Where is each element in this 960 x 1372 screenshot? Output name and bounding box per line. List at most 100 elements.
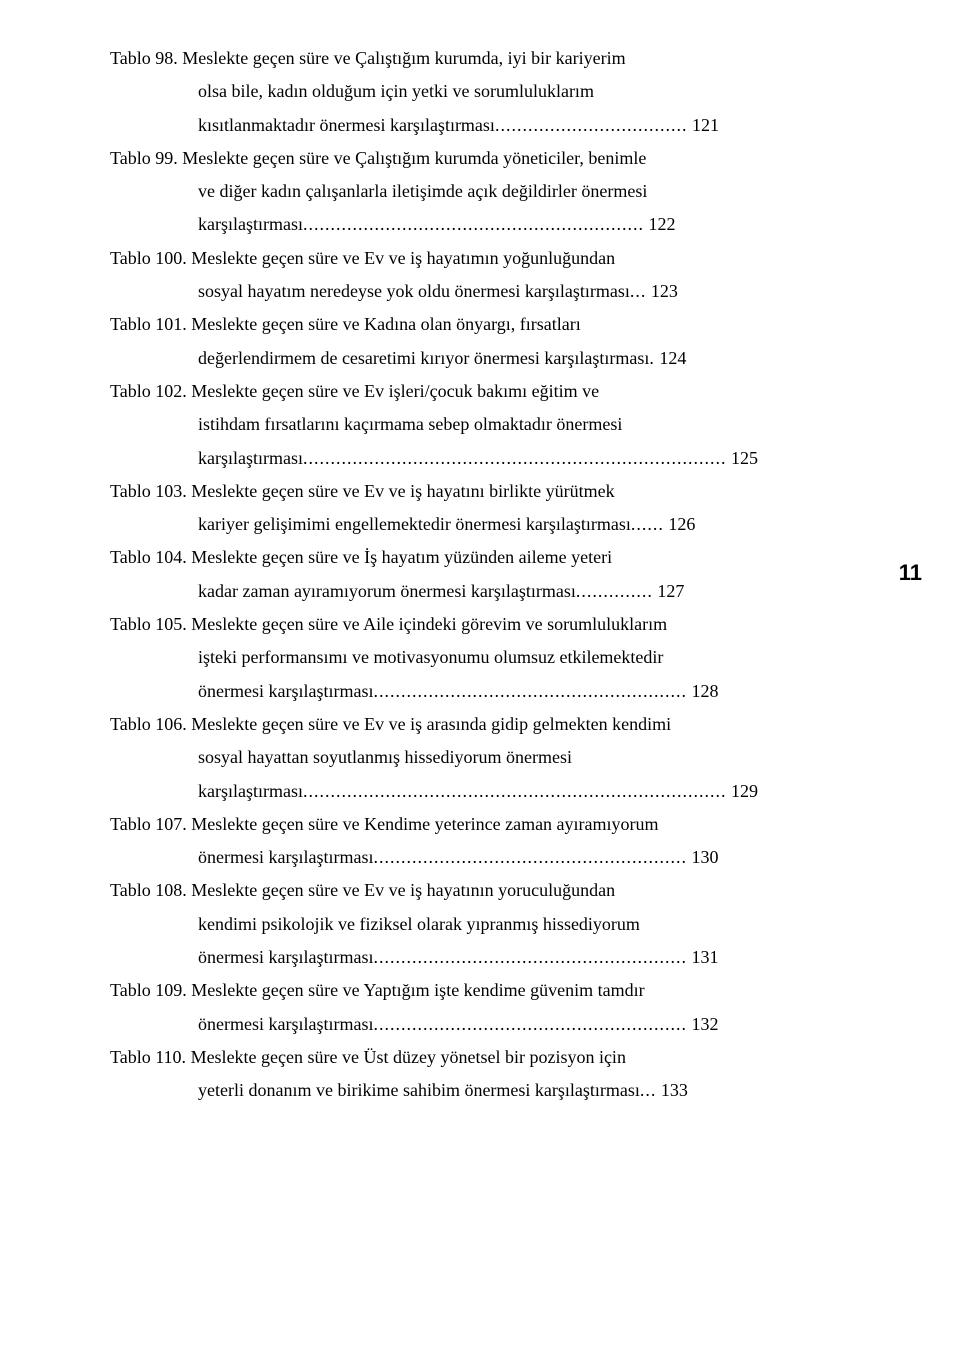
entry-text-part2: kendimi psikolojik ve fiziksel olarak yı… [198, 914, 640, 934]
leader-dots: ........................................… [373, 947, 687, 967]
entry-label: Tablo 102. [110, 381, 187, 401]
entry-text-part2: olsa bile, kadın olduğum için yetki ve s… [198, 81, 594, 101]
entry-text-part3: önermesi karşılaştırması [198, 947, 373, 967]
entry-text-part3: karşılaştırması [198, 781, 303, 801]
entry-text-part3: karşılaştırması [198, 214, 303, 234]
entry-page: 128 [691, 681, 718, 701]
entry-text-part1: Meslekte geçen süre ve Aile içindeki gör… [191, 614, 667, 634]
toc-entry-99-end: karşılaştırması.........................… [110, 208, 860, 241]
entry-page: 129 [731, 781, 758, 801]
toc-entry-109-end: önermesi karşılaştırması................… [110, 1008, 860, 1041]
leader-dots: ........................................… [303, 781, 727, 801]
entry-text-part1: Meslekte geçen süre ve Üst düzey yönetse… [191, 1047, 626, 1067]
leader-dots: ........................................… [303, 448, 727, 468]
toc-entry-99-cont: ve diğer kadın çalışanlarla iletişimde a… [110, 175, 860, 208]
toc-entry-110: Tablo 110. Meslekte geçen süre ve Üst dü… [110, 1041, 860, 1074]
toc-entry-110-end: yeterli donanım ve birikime sahibim öner… [110, 1074, 860, 1107]
entry-text-part1: Meslekte geçen süre ve Ev ve iş hayatımı… [191, 248, 615, 268]
toc-entry-107: Tablo 107. Meslekte geçen süre ve Kendim… [110, 808, 860, 841]
entry-label: Tablo 110. [110, 1047, 186, 1067]
toc-entry-108: Tablo 108. Meslekte geçen süre ve Ev ve … [110, 874, 860, 907]
toc-entry-108-cont: kendimi psikolojik ve fiziksel olarak yı… [110, 908, 860, 941]
entry-page: 121 [692, 115, 719, 135]
entry-label: Tablo 104. [110, 547, 187, 567]
toc-entry-100: Tablo 100. Meslekte geçen süre ve Ev ve … [110, 242, 860, 275]
entry-label: Tablo 107. [110, 814, 187, 834]
entry-text-part2: yeterli donanım ve birikime sahibim öner… [198, 1080, 640, 1100]
page-number: 11 [899, 560, 922, 586]
toc-entry-106-end: karşılaştırması.........................… [110, 775, 860, 808]
entry-text-part1: Meslekte geçen süre ve Çalıştığım kurumd… [182, 48, 625, 68]
toc-entry-101-end: değerlendirmem de cesaretimi kırıyor öne… [110, 342, 860, 375]
entry-label: Tablo 101. [110, 314, 187, 334]
toc-entry-104-end: kadar zaman ayıramıyorum önermesi karşıl… [110, 575, 860, 608]
entry-page: 131 [691, 947, 718, 967]
entry-label: Tablo 105. [110, 614, 187, 634]
toc-entry-102: Tablo 102. Meslekte geçen süre ve Ev işl… [110, 375, 860, 408]
entry-label: Tablo 106. [110, 714, 187, 734]
entry-page: 124 [659, 348, 686, 368]
entry-text-part1: Meslekte geçen süre ve Kadına olan önyar… [191, 314, 581, 334]
toc-entry-106: Tablo 106. Meslekte geçen süre ve Ev ve … [110, 708, 860, 741]
leader-dots: ........................................… [373, 1014, 687, 1034]
toc-entry-105: Tablo 105. Meslekte geçen süre ve Aile i… [110, 608, 860, 641]
toc-entry-107-end: önermesi karşılaştırması................… [110, 841, 860, 874]
toc-entry-105-cont: işteki performansımı ve motivasyonumu ol… [110, 641, 860, 674]
toc-entry-102-end: karşılaştırması.........................… [110, 442, 860, 475]
page-container: Tablo 98. Meslekte geçen süre ve Çalıştı… [0, 0, 960, 1372]
leader-dots: ...... [631, 514, 664, 534]
entry-text-part1: Meslekte geçen süre ve Ev işleri/çocuk b… [191, 381, 599, 401]
toc-entry-103-end: kariyer gelişimimi engellemektedir önerm… [110, 508, 860, 541]
entry-text-part2: değerlendirmem de cesaretimi kırıyor öne… [198, 348, 649, 368]
entry-text-part1: Meslekte geçen süre ve İş hayatım yüzünd… [191, 547, 612, 567]
toc-entry-108-end: önermesi karşılaştırması................… [110, 941, 860, 974]
entry-text-part3: karşılaştırması [198, 448, 303, 468]
entry-label: Tablo 100. [110, 248, 187, 268]
toc-entry-109: Tablo 109. Meslekte geçen süre ve Yaptığ… [110, 974, 860, 1007]
toc-entry-104: Tablo 104. Meslekte geçen süre ve İş hay… [110, 541, 860, 574]
entry-page: 125 [731, 448, 758, 468]
leader-dots: ........................................… [303, 214, 644, 234]
toc-entry-100-end: sosyal hayatım neredeyse yok oldu önerme… [110, 275, 860, 308]
toc-entry-106-cont: sosyal hayattan soyutlanmış hissediyorum… [110, 741, 860, 774]
entry-text-part1: Meslekte geçen süre ve Yaptığım işte ken… [191, 980, 644, 1000]
entry-text-part3: kısıtlanmaktadır önermesi karşılaştırmas… [198, 115, 495, 135]
entry-label: Tablo 98. [110, 48, 178, 68]
entry-text-part2: ve diğer kadın çalışanlarla iletişimde a… [198, 181, 647, 201]
toc-entry-98-end: kısıtlanmaktadır önermesi karşılaştırmas… [110, 109, 860, 142]
entry-page: 130 [691, 847, 718, 867]
toc-entry-103: Tablo 103. Meslekte geçen süre ve Ev ve … [110, 475, 860, 508]
entry-text-part1: Meslekte geçen süre ve Kendime yeterince… [191, 814, 658, 834]
entry-page: 127 [657, 581, 684, 601]
entry-text-part2: istihdam fırsatlarını kaçırmama sebep ol… [198, 414, 622, 434]
entry-text-part2: işteki performansımı ve motivasyonumu ol… [198, 647, 663, 667]
entry-text-part2: sosyal hayatım neredeyse yok oldu önerme… [198, 281, 630, 301]
toc-entry-102-cont: istihdam fırsatlarını kaçırmama sebep ol… [110, 408, 860, 441]
entry-label: Tablo 99. [110, 148, 178, 168]
leader-dots: ........................................… [373, 847, 687, 867]
entry-label: Tablo 109. [110, 980, 187, 1000]
toc-entry-101: Tablo 101. Meslekte geçen süre ve Kadına… [110, 308, 860, 341]
leader-dots: ................................... [495, 115, 688, 135]
entry-text-part2: önermesi karşılaştırması [198, 1014, 373, 1034]
entry-text-part1: Meslekte geçen süre ve Ev ve iş hayatını… [191, 481, 614, 501]
toc-entry-98-cont: olsa bile, kadın olduğum için yetki ve s… [110, 75, 860, 108]
leader-dots: ... [640, 1080, 657, 1100]
entry-text-part1: Meslekte geçen süre ve Ev ve iş hayatını… [191, 880, 615, 900]
entry-label: Tablo 108. [110, 880, 187, 900]
leader-dots: ... [630, 281, 647, 301]
entry-text-part2: sosyal hayattan soyutlanmış hissediyorum… [198, 747, 572, 767]
entry-page: 126 [668, 514, 695, 534]
toc-entry-99: Tablo 99. Meslekte geçen süre ve Çalıştı… [110, 142, 860, 175]
entry-label: Tablo 103. [110, 481, 187, 501]
toc-entry-98: Tablo 98. Meslekte geçen süre ve Çalıştı… [110, 42, 860, 75]
leader-dots: ........................................… [373, 681, 687, 701]
entry-text-part2: kariyer gelişimimi engellemektedir önerm… [198, 514, 631, 534]
leader-dots: . [649, 348, 655, 368]
entry-page: 133 [661, 1080, 688, 1100]
toc-entry-105-end: önermesi karşılaştırması................… [110, 675, 860, 708]
leader-dots: .............. [576, 581, 653, 601]
entry-text-part2: önermesi karşılaştırması [198, 847, 373, 867]
entry-text-part2: kadar zaman ayıramıyorum önermesi karşıl… [198, 581, 576, 601]
entry-text-part1: Meslekte geçen süre ve Çalıştığım kurumd… [182, 148, 646, 168]
